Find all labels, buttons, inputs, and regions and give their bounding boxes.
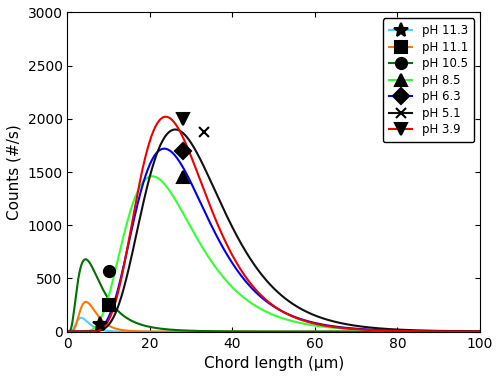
Y-axis label: Counts (#/s): Counts (#/s) — [7, 124, 22, 220]
Legend: pH 11.3, pH 11.1, pH 10.5, pH 8.5, pH 6.3, pH 5.1, pH 3.9: pH 11.3, pH 11.1, pH 10.5, pH 8.5, pH 6.… — [383, 19, 474, 143]
X-axis label: Chord length (μm): Chord length (μm) — [204, 356, 344, 371]
